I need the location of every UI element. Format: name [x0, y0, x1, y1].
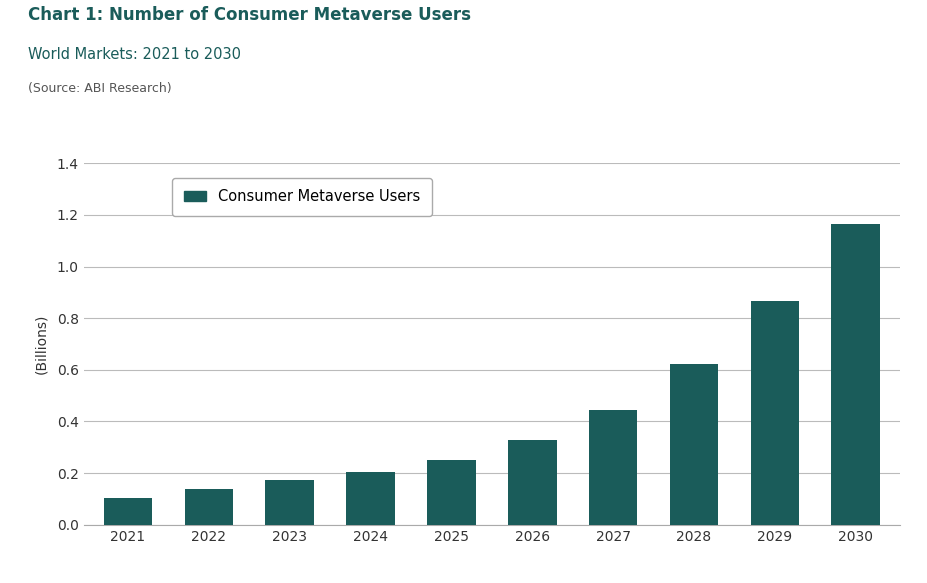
Text: Chart 1: Number of Consumer Metaverse Users: Chart 1: Number of Consumer Metaverse Us… [28, 6, 470, 24]
Legend: Consumer Metaverse Users: Consumer Metaverse Users [172, 178, 431, 216]
Bar [831, 224, 879, 525]
Text: (Source: ABI Research): (Source: ABI Research) [28, 82, 171, 94]
Bar [589, 410, 637, 525]
Bar [426, 459, 476, 525]
Bar [184, 489, 233, 525]
Y-axis label: (Billions): (Billions) [34, 314, 48, 374]
Bar [750, 301, 798, 525]
Bar [104, 498, 152, 525]
Bar [265, 480, 313, 525]
Text: World Markets: 2021 to 2030: World Markets: 2021 to 2030 [28, 47, 241, 62]
Bar [346, 472, 394, 525]
Bar [669, 364, 717, 525]
Bar [507, 440, 556, 525]
